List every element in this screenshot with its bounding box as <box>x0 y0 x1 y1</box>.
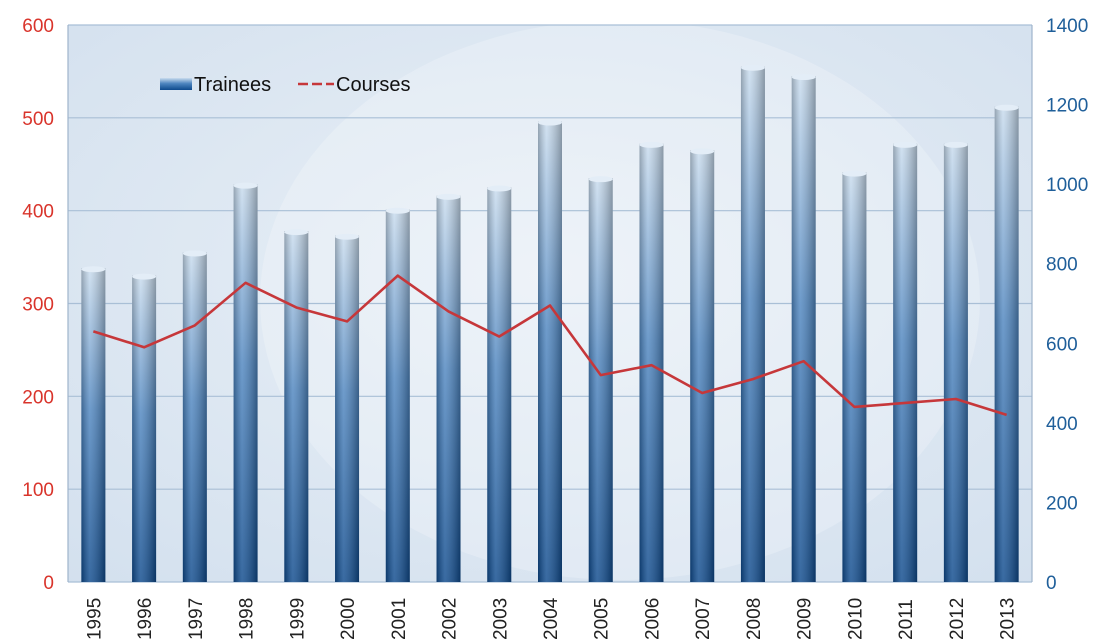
x-tick-label: 2008 <box>744 598 765 640</box>
legend-label-courses: Courses <box>336 74 410 96</box>
legend-swatch-trainees <box>160 78 192 90</box>
y-left-tick-label: 600 <box>22 16 54 37</box>
bar-top-cap <box>436 193 461 200</box>
bar-shine <box>690 150 715 582</box>
bar-shine <box>588 178 613 583</box>
bar-shine <box>284 231 309 582</box>
bar-top-cap <box>690 148 715 155</box>
bar-top-cap <box>791 74 816 81</box>
x-tick-label: 2010 <box>845 598 866 640</box>
bar-top-cap <box>81 266 106 273</box>
bar-shine <box>791 76 816 582</box>
y-left-tick-label: 100 <box>22 480 54 501</box>
bar-shine <box>842 172 867 583</box>
x-tick-label: 2005 <box>592 598 613 640</box>
x-tick-label: 2011 <box>896 599 917 640</box>
x-tick-label: 2001 <box>389 598 410 640</box>
bar-top-cap <box>538 119 562 126</box>
bar-shine <box>436 195 461 582</box>
bar-shine <box>233 184 258 582</box>
bar-shine <box>385 209 410 582</box>
bar-shine <box>893 143 918 582</box>
bar-top-cap <box>588 176 613 183</box>
bar-shine <box>943 143 968 582</box>
bar-shine <box>639 143 664 582</box>
y-left-tick-label: 400 <box>22 202 54 223</box>
x-tick-label: 1997 <box>186 598 207 640</box>
bar-top-cap <box>182 250 207 257</box>
x-tick-label: 2009 <box>795 598 816 640</box>
x-tick-label: 2004 <box>541 597 562 640</box>
bar-top-cap <box>385 207 410 214</box>
bar-top-cap <box>994 104 1019 111</box>
y-right-tick-label: 0 <box>1046 573 1057 594</box>
y-right-tick-label: 600 <box>1046 334 1078 355</box>
bar-top-cap <box>233 182 258 189</box>
bar-shine <box>182 252 207 583</box>
y-right-tick-label: 1200 <box>1046 96 1088 117</box>
y-right-tick-label: 200 <box>1046 493 1078 514</box>
bar-shine <box>81 268 106 582</box>
background-watermark <box>260 20 980 580</box>
y-left-tick-label: 500 <box>22 109 54 130</box>
x-tick-label: 2007 <box>693 598 714 640</box>
x-tick-label: 1998 <box>237 598 258 640</box>
x-tick-label: 2002 <box>440 598 461 640</box>
bar-shine <box>487 187 512 583</box>
bar-top-cap <box>943 141 968 148</box>
y-left-tick-label: 200 <box>22 387 54 408</box>
x-tick-label: 1996 <box>135 598 156 640</box>
bar-shine <box>740 66 765 582</box>
bar-top-cap <box>639 141 664 148</box>
bar-top-cap <box>284 229 309 236</box>
y-right-tick-label: 1000 <box>1046 175 1088 196</box>
x-tick-label: 1995 <box>84 598 105 640</box>
bar-shine <box>994 106 1019 583</box>
bar-top-cap <box>740 64 765 71</box>
y-right-tick-label: 1400 <box>1046 16 1088 37</box>
x-tick-label: 2012 <box>947 598 968 640</box>
bar-top-cap <box>335 233 360 240</box>
bar-top-cap <box>487 185 512 192</box>
x-tick-label: 2006 <box>642 598 663 640</box>
bar-top-cap <box>132 273 157 280</box>
bar-shine <box>538 121 562 583</box>
x-tick-label: 2000 <box>338 598 359 640</box>
y-left-tick-label: 0 <box>43 573 54 594</box>
y-right-tick-label: 400 <box>1046 414 1078 435</box>
x-tick-label: 1999 <box>287 598 308 640</box>
legend-label-trainees: Trainees <box>194 74 271 96</box>
y-left-tick-label: 300 <box>22 295 54 316</box>
bar-top-cap <box>842 170 867 177</box>
bar-shine <box>132 275 157 582</box>
y-right-tick-label: 800 <box>1046 255 1078 276</box>
bar-shine <box>335 235 360 582</box>
x-tick-label: 2013 <box>998 598 1019 640</box>
bar-top-cap <box>893 141 918 148</box>
x-tick-label: 2003 <box>490 598 511 640</box>
